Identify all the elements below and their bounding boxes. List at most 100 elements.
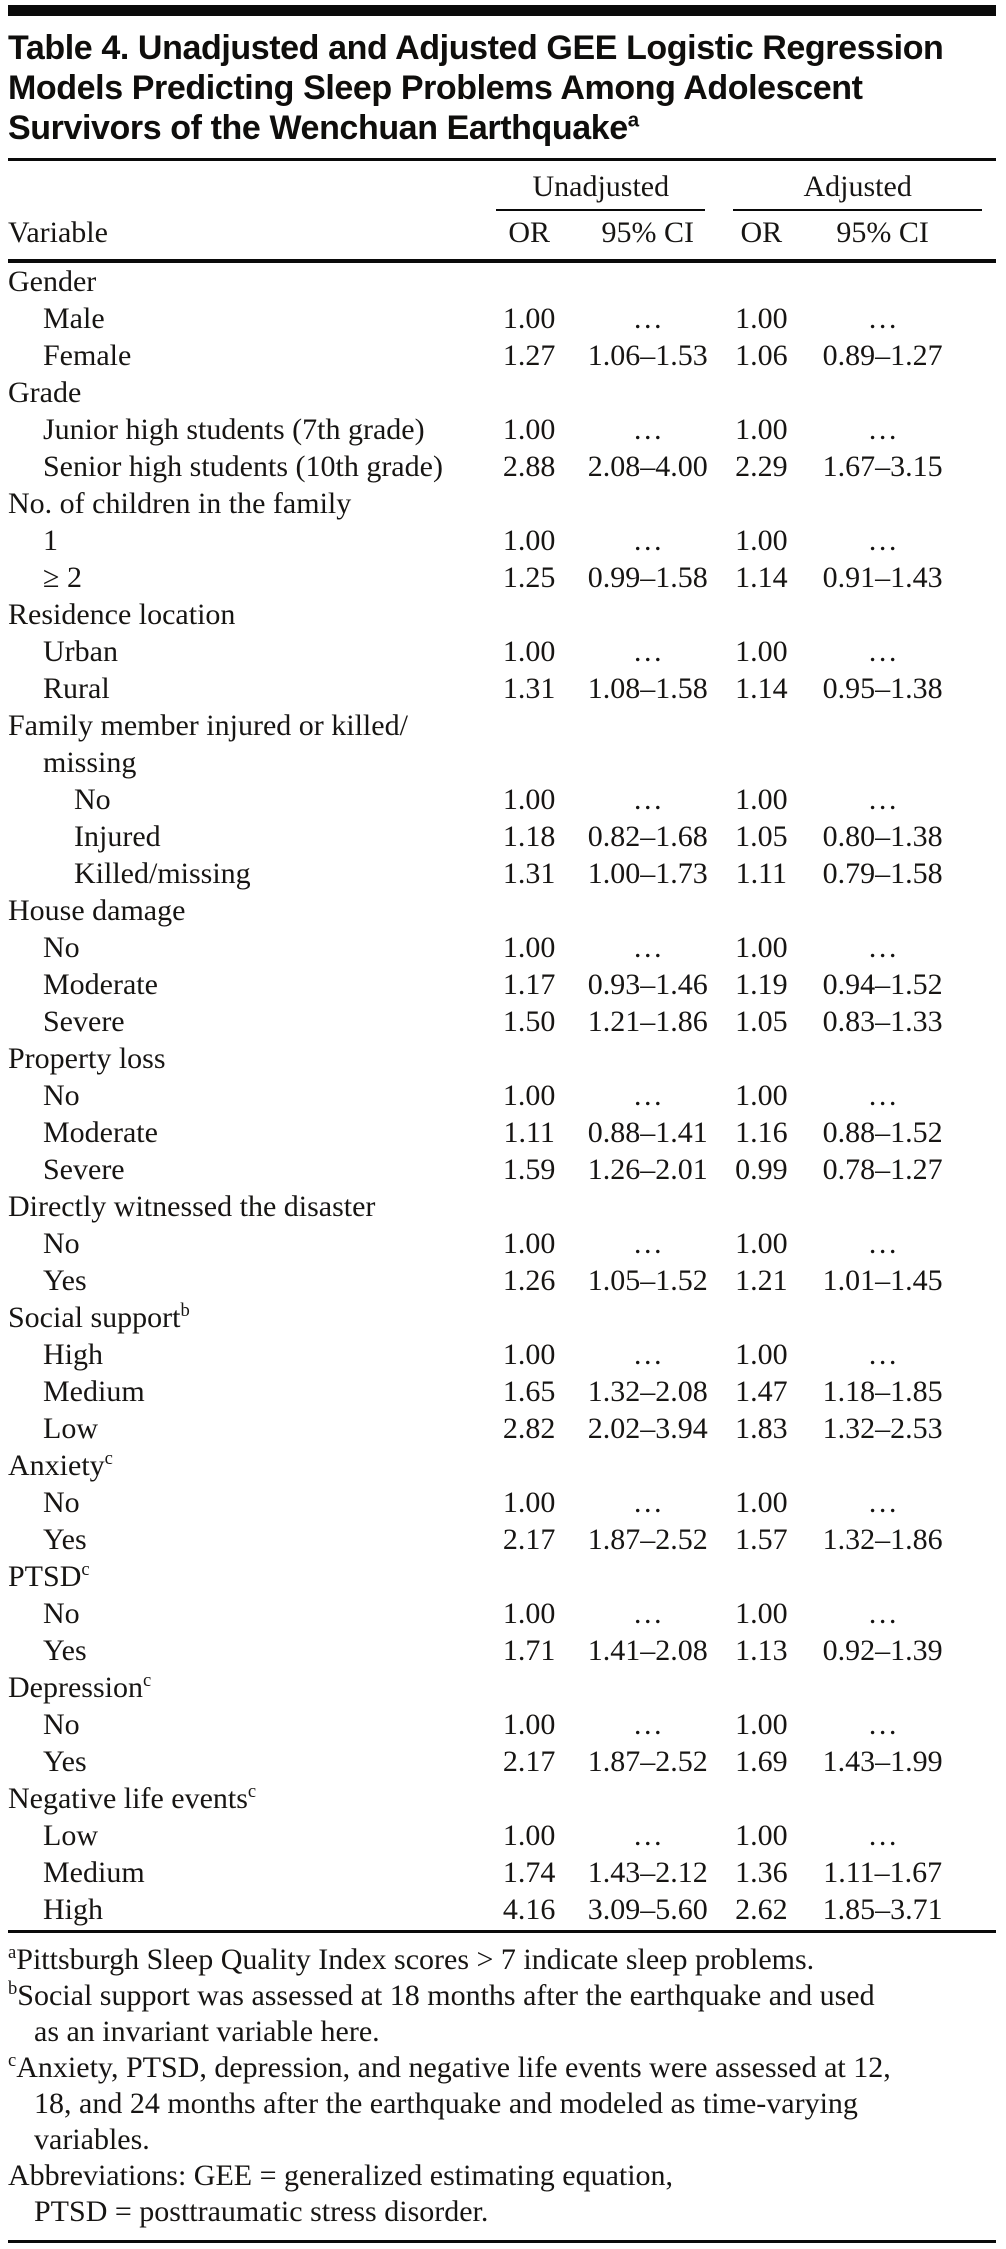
group-header-unadjusted: Unadjusted bbox=[482, 161, 719, 211]
column-header-ci-adjusted: 95% CI bbox=[803, 211, 996, 263]
ci-unadjusted-value: 0.88–1.41 bbox=[587, 1116, 708, 1149]
or-unadjusted-value: 1.00 bbox=[502, 635, 556, 668]
or-unadjusted-value bbox=[482, 1447, 576, 1484]
ci-adjusted-value: 1.85–3.71 bbox=[822, 1893, 943, 1926]
or-unadjusted-value: 1.18 bbox=[502, 820, 556, 853]
ci-adjusted-value: 0.95–1.38 bbox=[822, 672, 943, 705]
table-row: Severe 1.59 1.26–2.01 0.99 0.78–1.27 bbox=[8, 1151, 996, 1188]
or-unadjusted-value: 1.00 bbox=[502, 1486, 556, 1519]
or-adjusted-value: 1.57 bbox=[735, 1523, 788, 1556]
or-adjusted-value: 2.62 bbox=[735, 1893, 788, 1926]
or-unadjusted-value bbox=[482, 1669, 576, 1706]
row-label: House damage bbox=[8, 894, 186, 927]
ci-unadjusted-value: 0.93–1.46 bbox=[587, 968, 708, 1001]
ci-unadjusted-value: 1.87–2.52 bbox=[587, 1523, 708, 1556]
title-line-2: Models Predicting Sleep Problems Among A… bbox=[8, 69, 863, 107]
row-label: ≥ 2 bbox=[43, 561, 82, 594]
table-row: No 1.00… 1.00… bbox=[8, 1484, 996, 1521]
ci-adjusted-value: 0.94–1.52 bbox=[822, 968, 943, 1001]
or-unadjusted-value bbox=[482, 596, 576, 633]
ci-adjusted-value: 1.32–1.86 bbox=[822, 1523, 943, 1556]
row-label: Injured bbox=[74, 820, 161, 853]
or-adjusted-value: 0.99 bbox=[735, 1153, 788, 1186]
or-adjusted-value bbox=[719, 1558, 803, 1595]
or-unadjusted-value: 1.71 bbox=[502, 1634, 556, 1667]
table-row: Social supportb bbox=[8, 1299, 996, 1336]
group-label-unadjusted: Unadjusted bbox=[532, 170, 670, 203]
row-label: No bbox=[43, 1079, 80, 1112]
table-header: Unadjusted Adjusted Variable OR 95% CI O… bbox=[8, 161, 996, 263]
footnote: cAnxiety, PTSD, depression, and negative… bbox=[8, 2050, 996, 2158]
or-unadjusted-value: 1.00 bbox=[502, 1338, 556, 1371]
or-adjusted-value: 1.05 bbox=[735, 1005, 788, 1038]
ci-unadjusted-value: 1.05–1.52 bbox=[587, 1264, 708, 1297]
table-row: Male 1.00… 1.00… bbox=[8, 300, 996, 337]
ci-adjusted-value: … bbox=[867, 783, 898, 816]
ci-adjusted-value: 0.88–1.52 bbox=[822, 1116, 943, 1149]
ci-adjusted-value bbox=[803, 1040, 996, 1077]
ci-adjusted-value bbox=[803, 1780, 996, 1817]
ci-unadjusted-value bbox=[576, 374, 719, 411]
footnote-marker: c bbox=[247, 1781, 257, 1802]
footnote-line: Abbreviations: GEE = generalized estimat… bbox=[8, 2159, 674, 2192]
table-row: No 1.00… 1.00… bbox=[8, 929, 996, 966]
table-row: Depressionc bbox=[8, 1669, 996, 1706]
or-adjusted-value: 1.47 bbox=[735, 1375, 788, 1408]
ci-adjusted-value: … bbox=[867, 635, 898, 668]
ci-unadjusted-value bbox=[576, 1299, 719, 1336]
row-label: No bbox=[43, 931, 80, 964]
or-adjusted-value: 1.00 bbox=[735, 1079, 788, 1112]
footnote-marker: b bbox=[180, 1300, 190, 1321]
or-adjusted-value bbox=[719, 1780, 803, 1817]
table-row: Junior high students (7th grade) 1.00 … 1.0… bbox=[8, 411, 996, 448]
row-label: Severe bbox=[43, 1005, 125, 1038]
table-body: Gender Male 1.00 … 1.00 … Female 1.27 1.06–1.53 1… bbox=[8, 261, 996, 1928]
ci-unadjusted-value bbox=[576, 1040, 719, 1077]
table-row: No 1.00… 1.00… bbox=[8, 1706, 996, 1743]
or-unadjusted-value: 1.27 bbox=[502, 339, 556, 372]
title-rule bbox=[8, 158, 996, 161]
footnote: Abbreviations: GEE = generalized estimat… bbox=[8, 2158, 996, 2230]
or-adjusted-value: 1.00 bbox=[735, 1708, 788, 1741]
ci-adjusted-value: … bbox=[867, 1597, 898, 1630]
group-label-adjusted: Adjusted bbox=[803, 170, 912, 203]
or-adjusted-value: 1.19 bbox=[735, 968, 788, 1001]
ci-unadjusted-value: 2.08–4.00 bbox=[587, 450, 708, 483]
ci-adjusted-value bbox=[803, 261, 996, 300]
row-label: Residence location bbox=[8, 598, 236, 631]
ci-adjusted-value: 0.92–1.39 bbox=[822, 1634, 943, 1667]
or-unadjusted-value: 1.26 bbox=[502, 1264, 556, 1297]
ci-unadjusted-value: 1.26–2.01 bbox=[587, 1153, 708, 1186]
row-label: Yes bbox=[43, 1523, 87, 1556]
row-label: Low bbox=[43, 1819, 98, 1852]
or-adjusted-value: 1.00 bbox=[735, 635, 788, 668]
top-rule bbox=[8, 5, 996, 16]
or-adjusted-value bbox=[719, 1040, 803, 1077]
row-label-continuation: missing bbox=[43, 746, 137, 779]
or-unadjusted-value: 1.17 bbox=[502, 968, 556, 1001]
or-unadjusted-value: 2.17 bbox=[502, 1745, 556, 1778]
footnote-marker: b bbox=[8, 1978, 18, 1999]
ci-unadjusted-value: … bbox=[632, 302, 663, 335]
or-unadjusted-value: 1.00 bbox=[502, 931, 556, 964]
ci-unadjusted-value: … bbox=[632, 1708, 663, 1741]
ci-unadjusted-value bbox=[576, 707, 719, 781]
group-header-adjusted: Adjusted bbox=[719, 161, 996, 211]
or-unadjusted-value: 2.17 bbox=[502, 1523, 556, 1556]
footnote-line: 18, and 24 months after the earthquake a… bbox=[34, 2087, 858, 2120]
table-row: Rural 1.31 1.08–1.58 1.14 0.95–1.38 bbox=[8, 670, 996, 707]
footnote-marker: c bbox=[142, 1670, 152, 1691]
row-label: No bbox=[74, 783, 111, 816]
title-line-1: Table 4. Unadjusted and Adjusted GEE Log… bbox=[8, 29, 944, 67]
row-label: PTSDc bbox=[8, 1559, 90, 1593]
title-line-3-text: Survivors of the Wenchuan Earthquake bbox=[8, 109, 628, 147]
or-unadjusted-value: 1.31 bbox=[502, 672, 556, 705]
footnote-line: variables. bbox=[34, 2123, 150, 2156]
or-adjusted-value bbox=[719, 374, 803, 411]
ci-adjusted-value: … bbox=[867, 1338, 898, 1371]
table-row: No. of children in the family bbox=[8, 485, 996, 522]
or-adjusted-value: 1.06 bbox=[735, 339, 788, 372]
ci-unadjusted-value bbox=[576, 1447, 719, 1484]
or-unadjusted-value: 1.00 bbox=[502, 783, 556, 816]
column-header-row: Variable OR 95% CI OR 95% CI bbox=[8, 211, 996, 263]
